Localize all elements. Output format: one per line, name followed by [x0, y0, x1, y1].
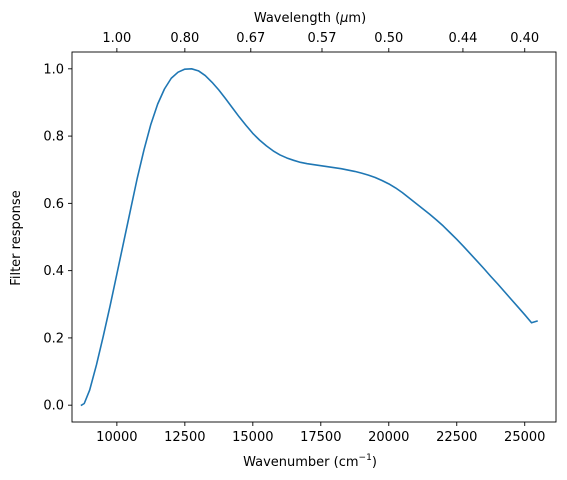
plot-area — [80, 68, 538, 407]
y-tick-label: 0.4 — [43, 264, 64, 279]
top-x-tick-label: 0.67 — [236, 31, 265, 46]
x-tick-label: 20000 — [368, 430, 409, 445]
y-tick-label: 0.8 — [43, 130, 64, 145]
x-tick-label: 10000 — [96, 430, 137, 445]
y-tick-label: 1.0 — [43, 62, 64, 77]
y-tick-label: 0.2 — [43, 331, 64, 346]
top-x-axis-label-unit: μ — [339, 11, 348, 26]
y-tick-label: 0.0 — [43, 399, 64, 414]
plot-frame — [71, 51, 557, 423]
x-tick-label: 12500 — [164, 430, 205, 445]
top-x-axis-label: Wavelength (μm) — [254, 11, 366, 26]
x-tick-label: 17500 — [300, 430, 341, 445]
series-line-0 — [80, 68, 538, 407]
x-tick-label: 15000 — [232, 430, 273, 445]
axes: 10000 12500 15000 17500 20000 22500 25000 0.0 0.… — [43, 31, 557, 445]
top-x-tick-label: 0.44 — [448, 31, 477, 46]
top-x-tick-label: 0.80 — [170, 31, 199, 46]
top-x-tick-label: 1.00 — [102, 31, 131, 46]
top-x-tick-label: 0.40 — [510, 31, 539, 46]
x-tick-label: 22500 — [436, 430, 477, 445]
top-x-tick-label: 0.57 — [308, 31, 337, 46]
x-axis-label: Wavenumber (cm−1) — [243, 453, 377, 470]
y-axis-label: Filter response — [9, 190, 24, 285]
x-axis-label-superscript: −1 — [359, 453, 372, 463]
x-tick-label: 25000 — [504, 430, 545, 445]
top-x-tick-label: 0.50 — [374, 31, 403, 46]
y-tick-label: 0.6 — [43, 197, 64, 212]
